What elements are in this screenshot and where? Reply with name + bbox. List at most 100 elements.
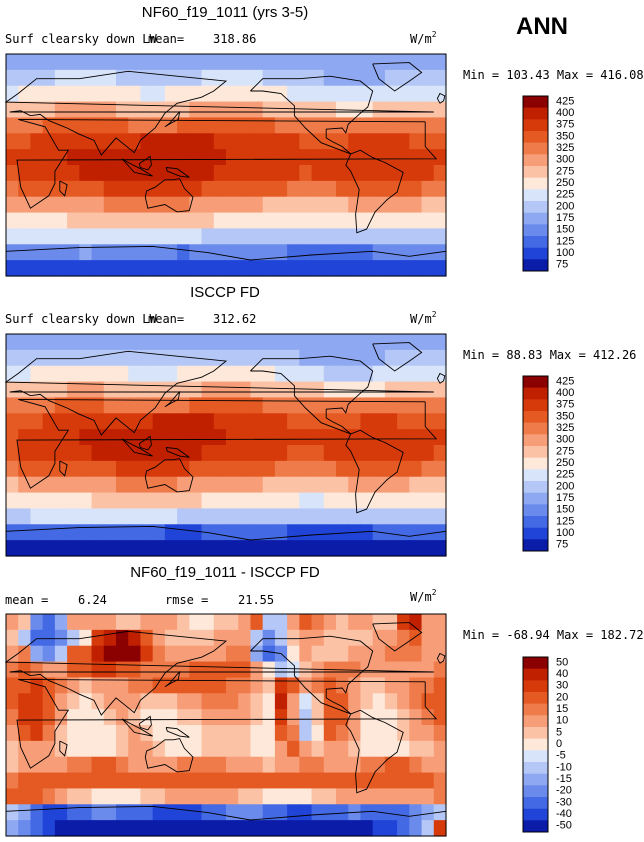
map-cell <box>140 429 154 446</box>
map-cell <box>91 85 105 103</box>
map-cell <box>128 212 142 230</box>
map-cell <box>397 445 410 462</box>
map-cell <box>323 85 337 103</box>
map-cell <box>226 460 239 478</box>
map-cell <box>67 85 80 103</box>
map-cell <box>409 212 423 230</box>
map-cell <box>372 165 386 182</box>
map-cell <box>91 788 105 805</box>
map-cell <box>54 365 68 383</box>
map-cell <box>18 196 32 214</box>
map-cell <box>91 693 105 710</box>
map-cell <box>54 693 68 710</box>
map-cell <box>6 492 19 510</box>
map-cell <box>201 740 215 758</box>
map-cell <box>30 228 44 245</box>
map-cell <box>42 756 56 774</box>
map-cell <box>311 508 325 525</box>
map-cell <box>189 476 203 494</box>
map-cell <box>201 133 215 150</box>
map-cell <box>189 661 203 679</box>
map-cell <box>397 228 410 245</box>
mean-value: 6.24 <box>78 593 107 607</box>
map-cell <box>116 413 129 430</box>
map-cell <box>140 508 154 525</box>
map-cell <box>226 85 239 103</box>
map-cell <box>6 772 19 790</box>
map-cell <box>152 756 166 774</box>
map-cell <box>201 212 215 230</box>
map-cell <box>360 54 374 71</box>
map-cell <box>262 381 276 399</box>
colorbar-swatch <box>523 212 548 225</box>
map-cell <box>30 196 44 214</box>
map-cell <box>287 524 300 541</box>
map-cell <box>189 445 203 462</box>
map-cell <box>189 740 203 758</box>
map-cell <box>128 645 142 663</box>
map-cell <box>299 117 313 134</box>
map-cell <box>226 180 239 198</box>
map-cell <box>238 492 252 510</box>
map-cell <box>140 381 154 399</box>
units-label: W/m2 <box>410 30 437 46</box>
map-cell <box>348 228 362 245</box>
map-cell <box>213 69 227 87</box>
map-cell <box>262 196 276 214</box>
map-cell <box>30 212 44 230</box>
map-cell <box>18 693 32 710</box>
map-cell <box>116 165 129 182</box>
map-cell <box>91 677 105 694</box>
map-cell <box>421 804 435 821</box>
rmse-value: 21.55 <box>238 593 274 607</box>
map-cell <box>140 820 154 837</box>
map-cell <box>250 524 264 541</box>
map-cell <box>433 133 447 150</box>
map-cell <box>152 365 166 383</box>
map-frame <box>5 333 447 557</box>
colorbar-tick-label: 225 <box>556 189 574 201</box>
map-cell <box>311 540 325 557</box>
map-cell <box>238 661 252 679</box>
map-cell <box>238 196 252 214</box>
map-cell <box>116 614 129 631</box>
map-cell <box>189 429 203 446</box>
map-cell <box>421 196 435 214</box>
map-cell <box>116 492 129 510</box>
map-cell <box>287 244 300 261</box>
map-cell <box>397 149 410 166</box>
map-cell <box>250 244 264 261</box>
map-cell <box>177 476 190 494</box>
map-cell <box>299 196 313 214</box>
map-cell <box>79 492 93 510</box>
map-cell <box>238 508 252 525</box>
map-cell <box>238 165 252 182</box>
map-cell <box>299 165 313 182</box>
colorbar-swatch <box>523 715 548 728</box>
map-cell <box>238 413 252 430</box>
map-cell <box>274 244 288 261</box>
map-cell <box>262 540 276 557</box>
map-cell <box>116 460 129 478</box>
map-cell <box>177 228 190 245</box>
map-cell <box>201 677 215 694</box>
map-cell <box>79 429 93 446</box>
map-cell <box>189 709 203 726</box>
colorbar-swatch <box>523 668 548 681</box>
map-cell <box>79 540 93 557</box>
coastline <box>4 70 434 156</box>
map-cell <box>311 429 325 446</box>
map-cell <box>18 524 32 541</box>
map-cell <box>299 54 313 71</box>
map-cell <box>213 334 227 351</box>
map-cell <box>311 740 325 758</box>
mean-label: mean= <box>148 32 184 46</box>
map-cell <box>372 334 386 351</box>
map-cell <box>164 614 178 631</box>
map-cell <box>409 677 423 694</box>
map-cell <box>103 709 117 726</box>
map-cell <box>18 101 32 119</box>
map-cell <box>201 709 215 726</box>
map-cell <box>42 149 56 166</box>
